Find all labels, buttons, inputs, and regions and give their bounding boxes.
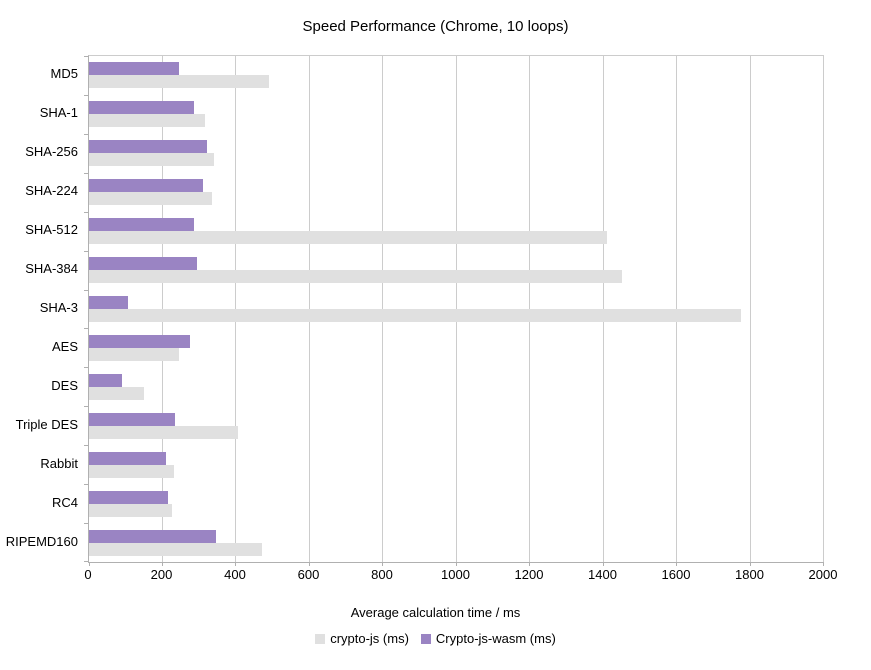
- bar: [89, 257, 198, 271]
- x-axis-tick-label: 600: [297, 567, 320, 582]
- y-axis-tick: [84, 251, 89, 252]
- bar: [89, 179, 203, 193]
- legend-label: Crypto-js-wasm (ms): [435, 631, 556, 646]
- y-axis-category-label: Rabbit: [40, 455, 78, 471]
- x-axis-tick-label: 2000: [808, 567, 838, 582]
- x-axis-tick: [382, 562, 383, 566]
- legend-item: crypto-js (ms): [315, 631, 409, 646]
- legend-swatch: [420, 633, 431, 644]
- x-axis-tick: [89, 562, 90, 566]
- bar: [89, 153, 214, 167]
- bar: [89, 270, 622, 284]
- bar: [89, 62, 180, 76]
- bar: [89, 347, 180, 361]
- legend-item: Crypto-js-wasm (ms): [420, 631, 556, 646]
- x-axis-tick-label: 1800: [735, 567, 764, 582]
- legend-label: crypto-js (ms): [330, 631, 409, 646]
- bar: [89, 309, 742, 322]
- plot-area: [84, 55, 824, 566]
- y-axis-tick: [84, 561, 89, 562]
- x-axis-tick: [749, 562, 751, 566]
- y-axis-category-label: DES: [51, 377, 78, 393]
- bar: [89, 490, 168, 504]
- y-axis-category-label: SHA-512: [25, 222, 78, 238]
- gridline: [823, 56, 824, 562]
- y-axis-category-label: SHA-224: [25, 183, 78, 199]
- y-axis-tick: [84, 406, 89, 407]
- y-axis-tick: [84, 290, 89, 291]
- y-axis-tick: [84, 445, 89, 446]
- bar: [89, 412, 176, 426]
- y-axis-category-label: SHA-1: [39, 105, 78, 121]
- x-axis-tick: [455, 562, 457, 566]
- x-axis-tick: [529, 562, 530, 566]
- x-axis-tick-label: 400: [224, 567, 246, 582]
- y-axis-category-label: SHA-256: [25, 144, 78, 160]
- y-axis-category-label: AES: [51, 338, 78, 354]
- x-axis-tick-label: 0: [84, 567, 92, 582]
- bar: [89, 464, 174, 478]
- y-axis-tick: [84, 95, 89, 96]
- y-axis-category-label: Triple DES: [15, 416, 78, 432]
- x-axis-tick: [602, 562, 604, 566]
- x-axis-tick: [823, 562, 824, 566]
- y-axis-tick: [84, 367, 89, 368]
- bar: [89, 231, 608, 245]
- x-axis-tick-label: 200: [150, 567, 173, 582]
- y-axis-tick: [84, 173, 89, 174]
- bar: [89, 529, 216, 543]
- bar: [89, 192, 213, 206]
- bar: [89, 75, 270, 89]
- y-axis-tick: [84, 56, 89, 57]
- legend: crypto-js (ms) Crypto-js-wasm (ms): [0, 631, 871, 646]
- x-axis-title: Average calculation time / ms: [350, 605, 521, 620]
- bar: [89, 114, 205, 128]
- bar: [89, 334, 191, 348]
- y-axis-tick: [84, 484, 89, 485]
- y-axis-category-label: SHA-3: [39, 300, 78, 315]
- bar: [89, 503, 172, 517]
- y-axis-tick: [84, 134, 89, 135]
- x-axis-tick-label: 1200: [514, 567, 544, 582]
- x-axis-tick: [676, 562, 677, 566]
- bar: [89, 218, 194, 232]
- x-axis-tick-label: 1000: [441, 567, 470, 582]
- x-axis-tick: [235, 562, 236, 566]
- y-axis-category-label: RIPEMD160: [5, 533, 78, 549]
- x-axis-tick: [161, 562, 163, 566]
- y-axis-tick: [84, 328, 89, 329]
- bar: [89, 542, 262, 556]
- y-axis-category-label: MD5: [50, 66, 78, 82]
- y-axis-category-label: RC4: [51, 494, 78, 510]
- bar: [89, 425, 238, 439]
- bar: [89, 386, 145, 400]
- legend-swatch: [315, 633, 326, 644]
- bar: [89, 296, 128, 309]
- bar: [89, 373, 123, 387]
- y-axis-tick: [84, 523, 89, 524]
- bar: [89, 101, 194, 115]
- bar: [89, 140, 207, 154]
- y-axis-tick: [84, 212, 89, 213]
- x-axis-tick: [308, 562, 310, 566]
- chart-title: Speed Performance (Chrome, 10 loops): [302, 18, 569, 35]
- x-axis-tick-labels: 0 200 400 600 800 1000 1200 1400 1600 1800 2000: [84, 567, 837, 583]
- y-axis-labels: MD5 SHA-1 SHA-256 SHA-224 SHA-512 SHA-384 SHA-…: [0, 55, 82, 561]
- bar: [89, 451, 167, 465]
- x-axis-tick-label: 800: [371, 567, 393, 582]
- gridline: [749, 56, 751, 562]
- x-axis-tick-label: 1400: [588, 567, 617, 582]
- y-axis-category-label: SHA-384: [25, 261, 78, 277]
- x-axis-tick-label: 1600: [661, 567, 691, 582]
